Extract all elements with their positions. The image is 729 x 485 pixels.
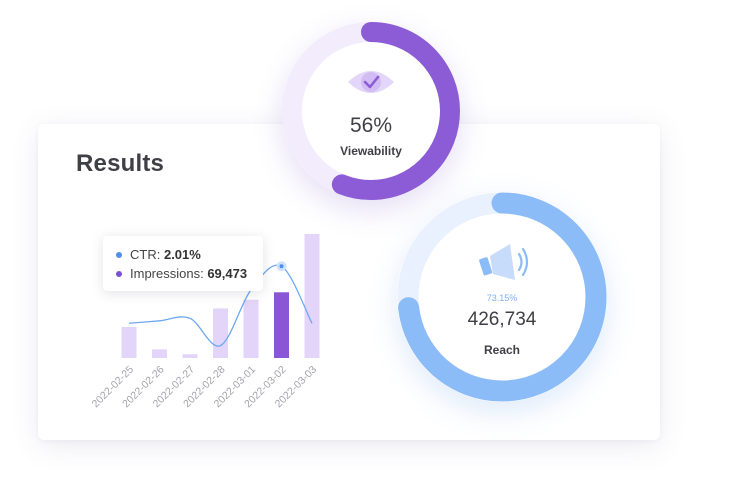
eye-icon <box>348 71 394 93</box>
chart-tooltip: CTR: 2.01% Impressions: 69,473 <box>103 236 263 291</box>
impressions-legend-dot <box>116 270 122 277</box>
tooltip-ctr-label: CTR: <box>130 247 161 262</box>
viewability-label: Viewability <box>340 144 402 158</box>
ctr-active-point[interactable] <box>276 261 287 272</box>
impressions-bar-2022-02-28[interactable] <box>213 308 228 358</box>
reach-value: 426,734 <box>467 309 537 330</box>
impressions-bar-2022-03-03[interactable] <box>304 234 320 358</box>
impressions-bar-2022-02-27[interactable] <box>182 354 198 358</box>
ctr-legend-dot <box>116 251 122 258</box>
impressions-bar-2022-02-25[interactable] <box>121 327 137 358</box>
impressions-bar-2022-03-01[interactable] <box>243 299 259 358</box>
tooltip-impressions-label: Impressions: <box>130 266 204 281</box>
megaphone-icon <box>479 244 529 280</box>
tooltip-impressions-value: 69,473 <box>207 266 248 281</box>
reach-label: Reach <box>483 343 521 357</box>
tooltip-ctr-row: CTR: 2.01% <box>116 247 201 262</box>
viewability-value: 56% <box>349 114 393 137</box>
tooltip-ctr-value: 2.01% <box>163 247 201 262</box>
reach-percent: 73.15% <box>486 293 518 303</box>
reach-arc <box>397 192 607 402</box>
tooltip-impressions-row: Impressions: 69,473 <box>116 266 247 281</box>
results-title: Results <box>76 150 165 177</box>
reach-gauge: 73.15% 426,734 Reach <box>397 192 607 402</box>
viewability-gauge: 56% Viewability <box>282 22 460 200</box>
impressions-bar-2022-03-02[interactable] <box>274 292 289 358</box>
impressions-bar-2022-02-26[interactable] <box>152 349 167 358</box>
viewability-arc <box>282 22 460 200</box>
